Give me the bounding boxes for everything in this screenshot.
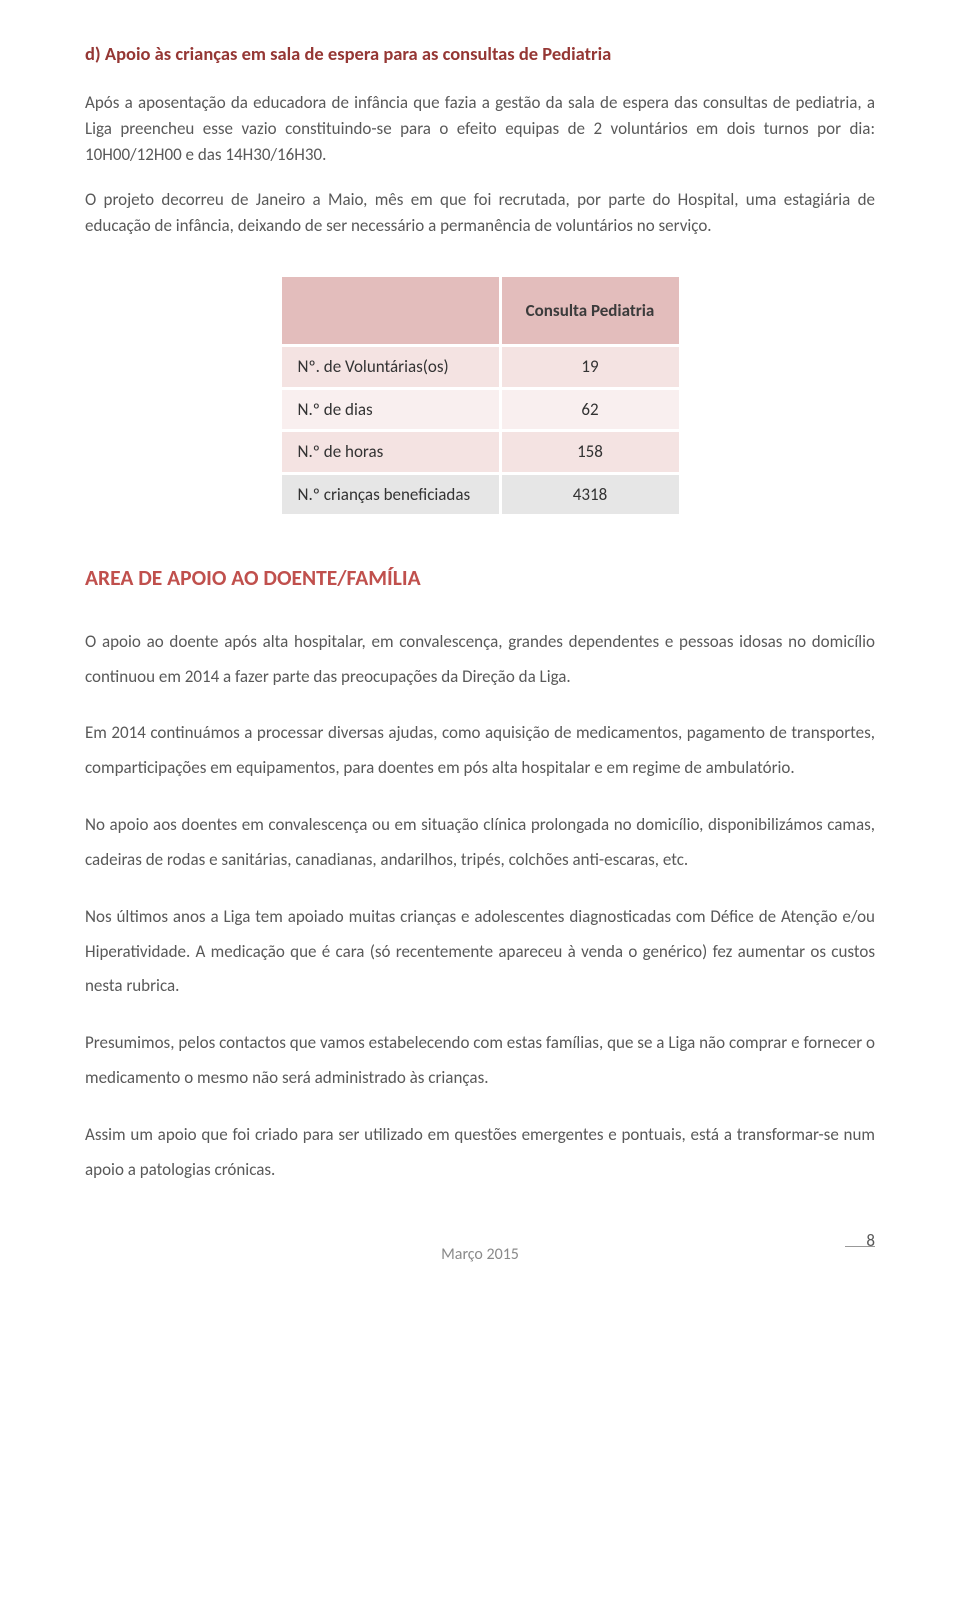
table-cell-value: 19 xyxy=(500,346,680,389)
body-paragraph: O apoio ao doente após alta hospitalar, … xyxy=(85,625,875,695)
table-row: N.º crianças beneficiadas 4318 xyxy=(280,473,680,516)
table-cell-label: Nº. de Voluntárias(os) xyxy=(280,346,500,389)
table-cell-value: 62 xyxy=(500,388,680,431)
table-cell-value: 158 xyxy=(500,431,680,474)
table-header-title: Consulta Pediatria xyxy=(500,276,680,346)
table-container: Consulta Pediatria Nº. de Voluntárias(os… xyxy=(85,274,875,517)
body-paragraph: Presumimos, pelos contactos que vamos es… xyxy=(85,1026,875,1096)
footer-date: Março 2015 xyxy=(441,1243,519,1267)
section-title: d) Apoio às crianças em sala de espera p… xyxy=(85,40,875,68)
table-cell-label: N.º de horas xyxy=(280,431,500,474)
body-paragraph: Em 2014 continuámos a processar diversas… xyxy=(85,716,875,786)
footer-page-number: 8 xyxy=(866,1228,875,1254)
body-paragraph: Nos últimos anos a Liga tem apoiado muit… xyxy=(85,900,875,1005)
intro-paragraph-2: O projeto decorreu de Janeiro a Maio, mê… xyxy=(85,187,875,240)
area-title: AREA DE APOIO AO DOENTE/FAMÍLIA xyxy=(85,562,875,594)
table-cell-label: N.º crianças beneficiadas xyxy=(280,473,500,516)
table-cell-value: 4318 xyxy=(500,473,680,516)
page-footer: Março 2015 8 xyxy=(85,1243,875,1273)
table-header-row: Consulta Pediatria xyxy=(280,276,680,346)
table-cell-label: N.º de dias xyxy=(280,388,500,431)
table-row: Nº. de Voluntárias(os) 19 xyxy=(280,346,680,389)
consulta-table: Consulta Pediatria Nº. de Voluntárias(os… xyxy=(279,274,682,517)
table-header-empty xyxy=(280,276,500,346)
body-paragraph: Assim um apoio que foi criado para ser u… xyxy=(85,1118,875,1188)
intro-paragraph-1: Após a aposentação da educadora de infân… xyxy=(85,90,875,169)
table-row: N.º de dias 62 xyxy=(280,388,680,431)
body-paragraph: No apoio aos doentes em convalescença ou… xyxy=(85,808,875,878)
table-row: N.º de horas 158 xyxy=(280,431,680,474)
